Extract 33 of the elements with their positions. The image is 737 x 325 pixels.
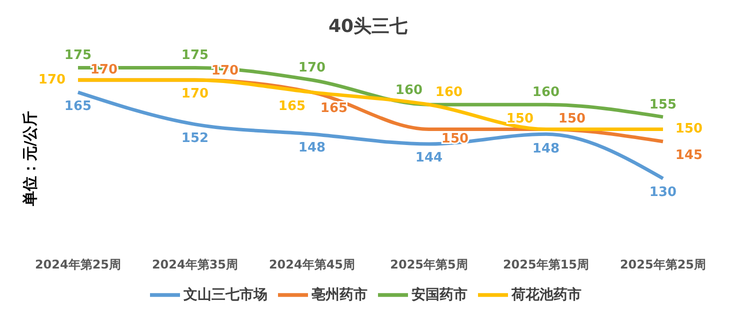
data-label: 170 (298, 60, 326, 76)
data-label: 175 (64, 48, 92, 64)
data-label: 170 (181, 86, 209, 102)
data-label: 152 (181, 130, 209, 146)
data-label: 145 (675, 148, 703, 164)
data-label: 148 (298, 140, 326, 156)
data-label: 160 (395, 83, 423, 98)
data-label: 150 (675, 122, 703, 137)
legend-label: 荷花池药市 (512, 286, 582, 303)
data-label: 148 (532, 142, 560, 157)
y-axis-title: 单位：元/公斤 (22, 110, 40, 206)
x-tick-label: 2025年第15周 (502, 258, 590, 272)
legend-label: 安国药市 (412, 286, 468, 303)
chart-title: 40头三七 (327, 15, 409, 38)
data-label: 130 (649, 184, 677, 200)
data-label: 170 (38, 72, 66, 88)
data-label: 150 (506, 112, 534, 127)
x-tick-label: 2024年第25周 (34, 258, 122, 272)
legend-label: 文山三七市场 (184, 286, 268, 303)
data-label: 150 (558, 112, 586, 127)
data-label: 165 (278, 98, 306, 114)
data-label: 144 (415, 150, 443, 166)
data-label: 175 (181, 48, 209, 64)
data-label: 155 (649, 97, 677, 112)
x-tick-label: 2024年第45周 (268, 258, 356, 272)
x-tick-label: 2025年第5周 (390, 258, 468, 272)
x-tick-label: 2025年第25周 (620, 258, 706, 272)
legend-label: 亳州药市 (312, 286, 368, 303)
data-label: 165 (64, 98, 92, 114)
data-label: 165 (320, 100, 348, 116)
data-label: 160 (532, 85, 560, 100)
data-label: 160 (435, 85, 463, 100)
x-tick-label: 2024年第35周 (152, 258, 238, 272)
